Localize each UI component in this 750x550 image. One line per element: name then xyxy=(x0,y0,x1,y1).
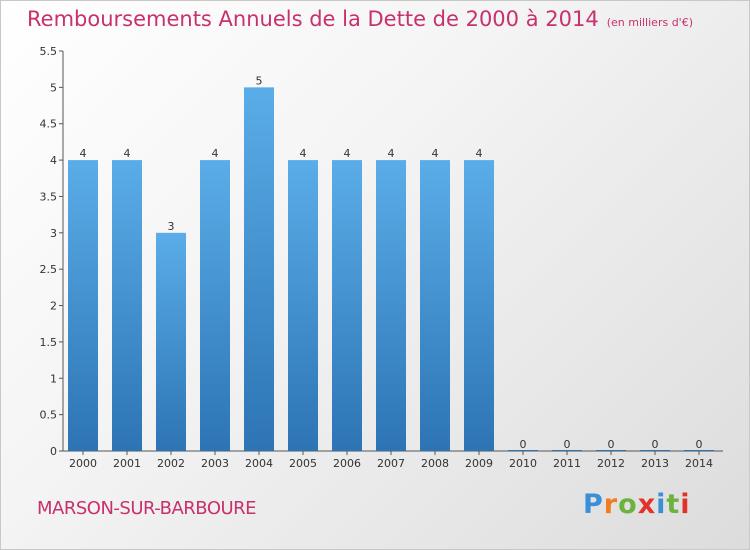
commune-name: MARSON-SUR-BARBOURE xyxy=(37,498,257,519)
x-tick-label: 2000 xyxy=(69,457,97,470)
value-label: 0 xyxy=(520,438,527,451)
value-label: 4 xyxy=(432,147,439,160)
x-tick-label: 2011 xyxy=(553,457,581,470)
chart-title-text: Remboursements Annuels de la Dette de 20… xyxy=(27,7,599,31)
logo-letter: r xyxy=(603,489,619,520)
value-label: 4 xyxy=(212,147,219,160)
y-tick-label: 2 xyxy=(50,300,57,313)
bar xyxy=(508,450,538,451)
y-tick-label: 0 xyxy=(50,445,57,458)
y-tick-label: 0.5 xyxy=(40,409,58,422)
bar xyxy=(156,232,186,451)
x-tick-label: 2002 xyxy=(157,457,185,470)
bar xyxy=(552,450,582,451)
value-label: 0 xyxy=(564,438,571,451)
bar xyxy=(596,450,626,451)
logo-letter: t xyxy=(666,489,681,520)
y-tick-label: 3.5 xyxy=(40,190,58,203)
bar xyxy=(244,87,274,451)
value-label: 0 xyxy=(696,438,703,451)
x-tick-label: 2010 xyxy=(509,457,537,470)
value-label: 0 xyxy=(652,438,659,451)
value-label: 4 xyxy=(80,147,87,160)
proxiti-logo[interactable]: Proxiti xyxy=(583,489,691,520)
bar xyxy=(376,160,406,451)
x-tick-label: 2006 xyxy=(333,457,361,470)
x-tick-label: 2003 xyxy=(201,457,229,470)
y-tick-label: 1.5 xyxy=(40,336,58,349)
bar xyxy=(332,160,362,451)
x-tick-label: 2008 xyxy=(421,457,449,470)
logo-letter: o xyxy=(618,489,638,520)
value-label: 4 xyxy=(124,147,131,160)
bar xyxy=(420,160,450,451)
y-tick-label: 1 xyxy=(50,372,57,385)
logo-letter: P xyxy=(583,489,604,520)
x-tick-label: 2004 xyxy=(245,457,273,470)
y-tick-label: 5.5 xyxy=(40,45,58,58)
axes: 0 0.5 1 1.5 2 2.5 3 3.5 4 4.5 5 5.5 xyxy=(40,45,723,458)
logo-letter: i xyxy=(680,489,691,520)
y-tick-label: 2.5 xyxy=(40,263,58,276)
value-label: 4 xyxy=(388,147,395,160)
logo-letter: i xyxy=(656,489,667,520)
bar xyxy=(200,160,230,451)
x-tick-label: 2012 xyxy=(597,457,625,470)
x-tick-label: 2005 xyxy=(289,457,317,470)
y-tick-label: 5 xyxy=(50,81,57,94)
value-label: 5 xyxy=(256,74,263,87)
y-tick-label: 4.5 xyxy=(40,118,58,131)
value-label: 0 xyxy=(608,438,615,451)
x-tick-label: 2014 xyxy=(685,457,713,470)
y-tick-label: 4 xyxy=(50,154,57,167)
value-label: 4 xyxy=(344,147,351,160)
x-tick-label: 2001 xyxy=(113,457,141,470)
bars xyxy=(68,87,714,451)
logo-letter: x xyxy=(637,489,657,520)
bar xyxy=(68,160,98,451)
labels: 2000 4 2001 4 2002 3 2003 4 2004 5 2005 4 2006 4 2007 4… xyxy=(69,74,713,470)
value-label: 4 xyxy=(476,147,483,160)
x-tick-label: 2007 xyxy=(377,457,405,470)
x-tick-label: 2009 xyxy=(465,457,493,470)
bar xyxy=(288,160,318,451)
chart-title: Remboursements Annuels de la Dette de 20… xyxy=(27,7,693,31)
bar xyxy=(640,450,670,451)
value-label: 4 xyxy=(300,147,307,160)
bar xyxy=(112,160,142,451)
y-tick-label: 3 xyxy=(50,227,57,240)
chart-subtitle: (en milliers d'€) xyxy=(606,16,693,29)
x-tick-label: 2013 xyxy=(641,457,669,470)
bar xyxy=(684,450,714,451)
value-label: 3 xyxy=(168,220,175,233)
bar xyxy=(464,160,494,451)
